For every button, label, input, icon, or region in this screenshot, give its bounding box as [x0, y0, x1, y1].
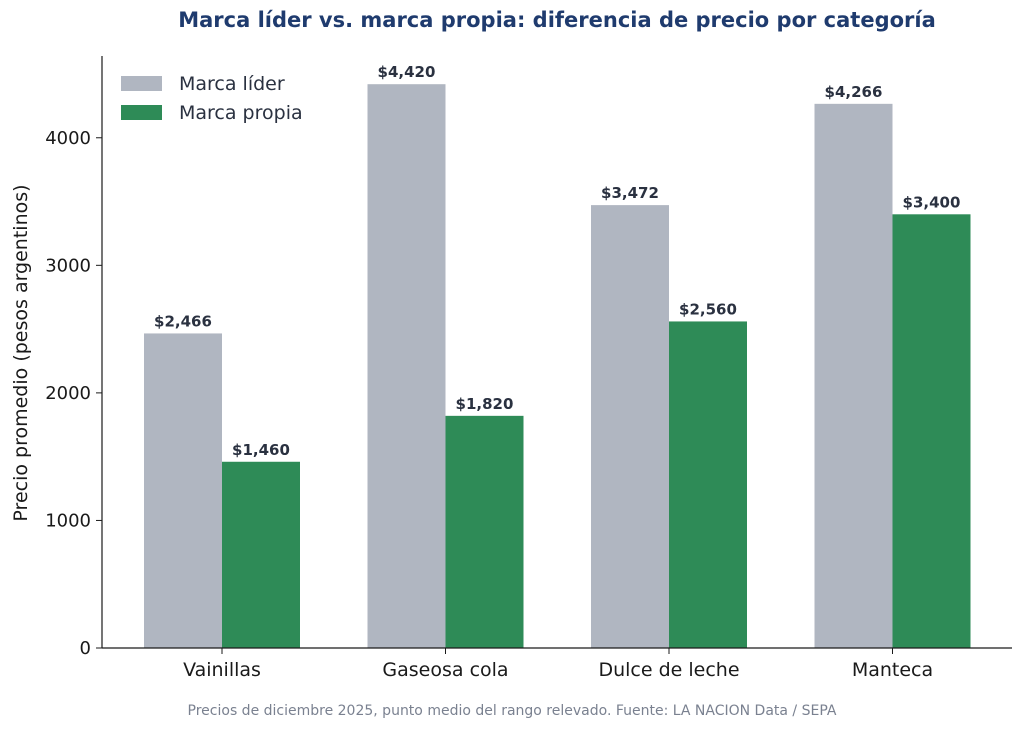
legend-label-propia: Marca propia [179, 102, 303, 124]
data-labels-layer: $2,466 $1,460 $4,420 $1,820 $3,472 $2,560 $4,2… [154, 63, 960, 459]
bar-lider-3 [814, 103, 893, 648]
y-axis-title: Precio promedio (pesos argentinos) [10, 184, 32, 521]
bars-layer [144, 84, 971, 649]
data-label-lider-3: $4,266 [825, 83, 883, 101]
axes-layer: Vainillas Gaseosa cola Dulce de leche Mante… [45, 56, 1012, 681]
bar-lider-2 [591, 205, 669, 648]
data-label-propia-1: $1,820 [456, 395, 514, 413]
data-label-propia-0: $1,460 [232, 441, 290, 459]
bar-propia-0 [222, 461, 300, 648]
legend-swatch-propia [121, 105, 162, 120]
legend-label-lider: Marca líder [179, 73, 285, 95]
data-label-lider-2: $3,472 [601, 184, 659, 202]
y-tick-label-3: 3000 [45, 255, 91, 276]
legend: Marca líder Marca propia [121, 73, 303, 124]
bar-lider-0 [144, 333, 222, 648]
x-tick-label-3: Manteca [852, 659, 933, 681]
bar-propia-3 [892, 214, 971, 649]
bar-lider-1 [367, 84, 446, 648]
bar-propia-2 [669, 321, 747, 648]
data-label-lider-1: $4,420 [378, 63, 436, 81]
data-label-lider-0: $2,466 [154, 312, 212, 330]
legend-swatch-lider [121, 76, 162, 91]
data-label-propia-3: $3,400 [903, 193, 961, 211]
y-tick-label-4: 4000 [45, 128, 91, 149]
y-tick-label-1: 1000 [45, 510, 91, 531]
data-label-propia-2: $2,560 [679, 300, 737, 318]
y-tick-label-0: 0 [80, 638, 91, 659]
x-tick-label-2: Dulce de leche [598, 659, 739, 681]
chart-title: Marca líder vs. marca propia: diferencia… [178, 8, 936, 32]
x-tick-label-0: Vainillas [183, 659, 261, 681]
x-tick-label-1: Gaseosa cola [382, 659, 508, 681]
footnote: Precios de diciembre 2025, punto medio d… [187, 703, 837, 719]
bar-propia-1 [445, 415, 524, 648]
y-tick-label-2: 2000 [45, 383, 91, 404]
